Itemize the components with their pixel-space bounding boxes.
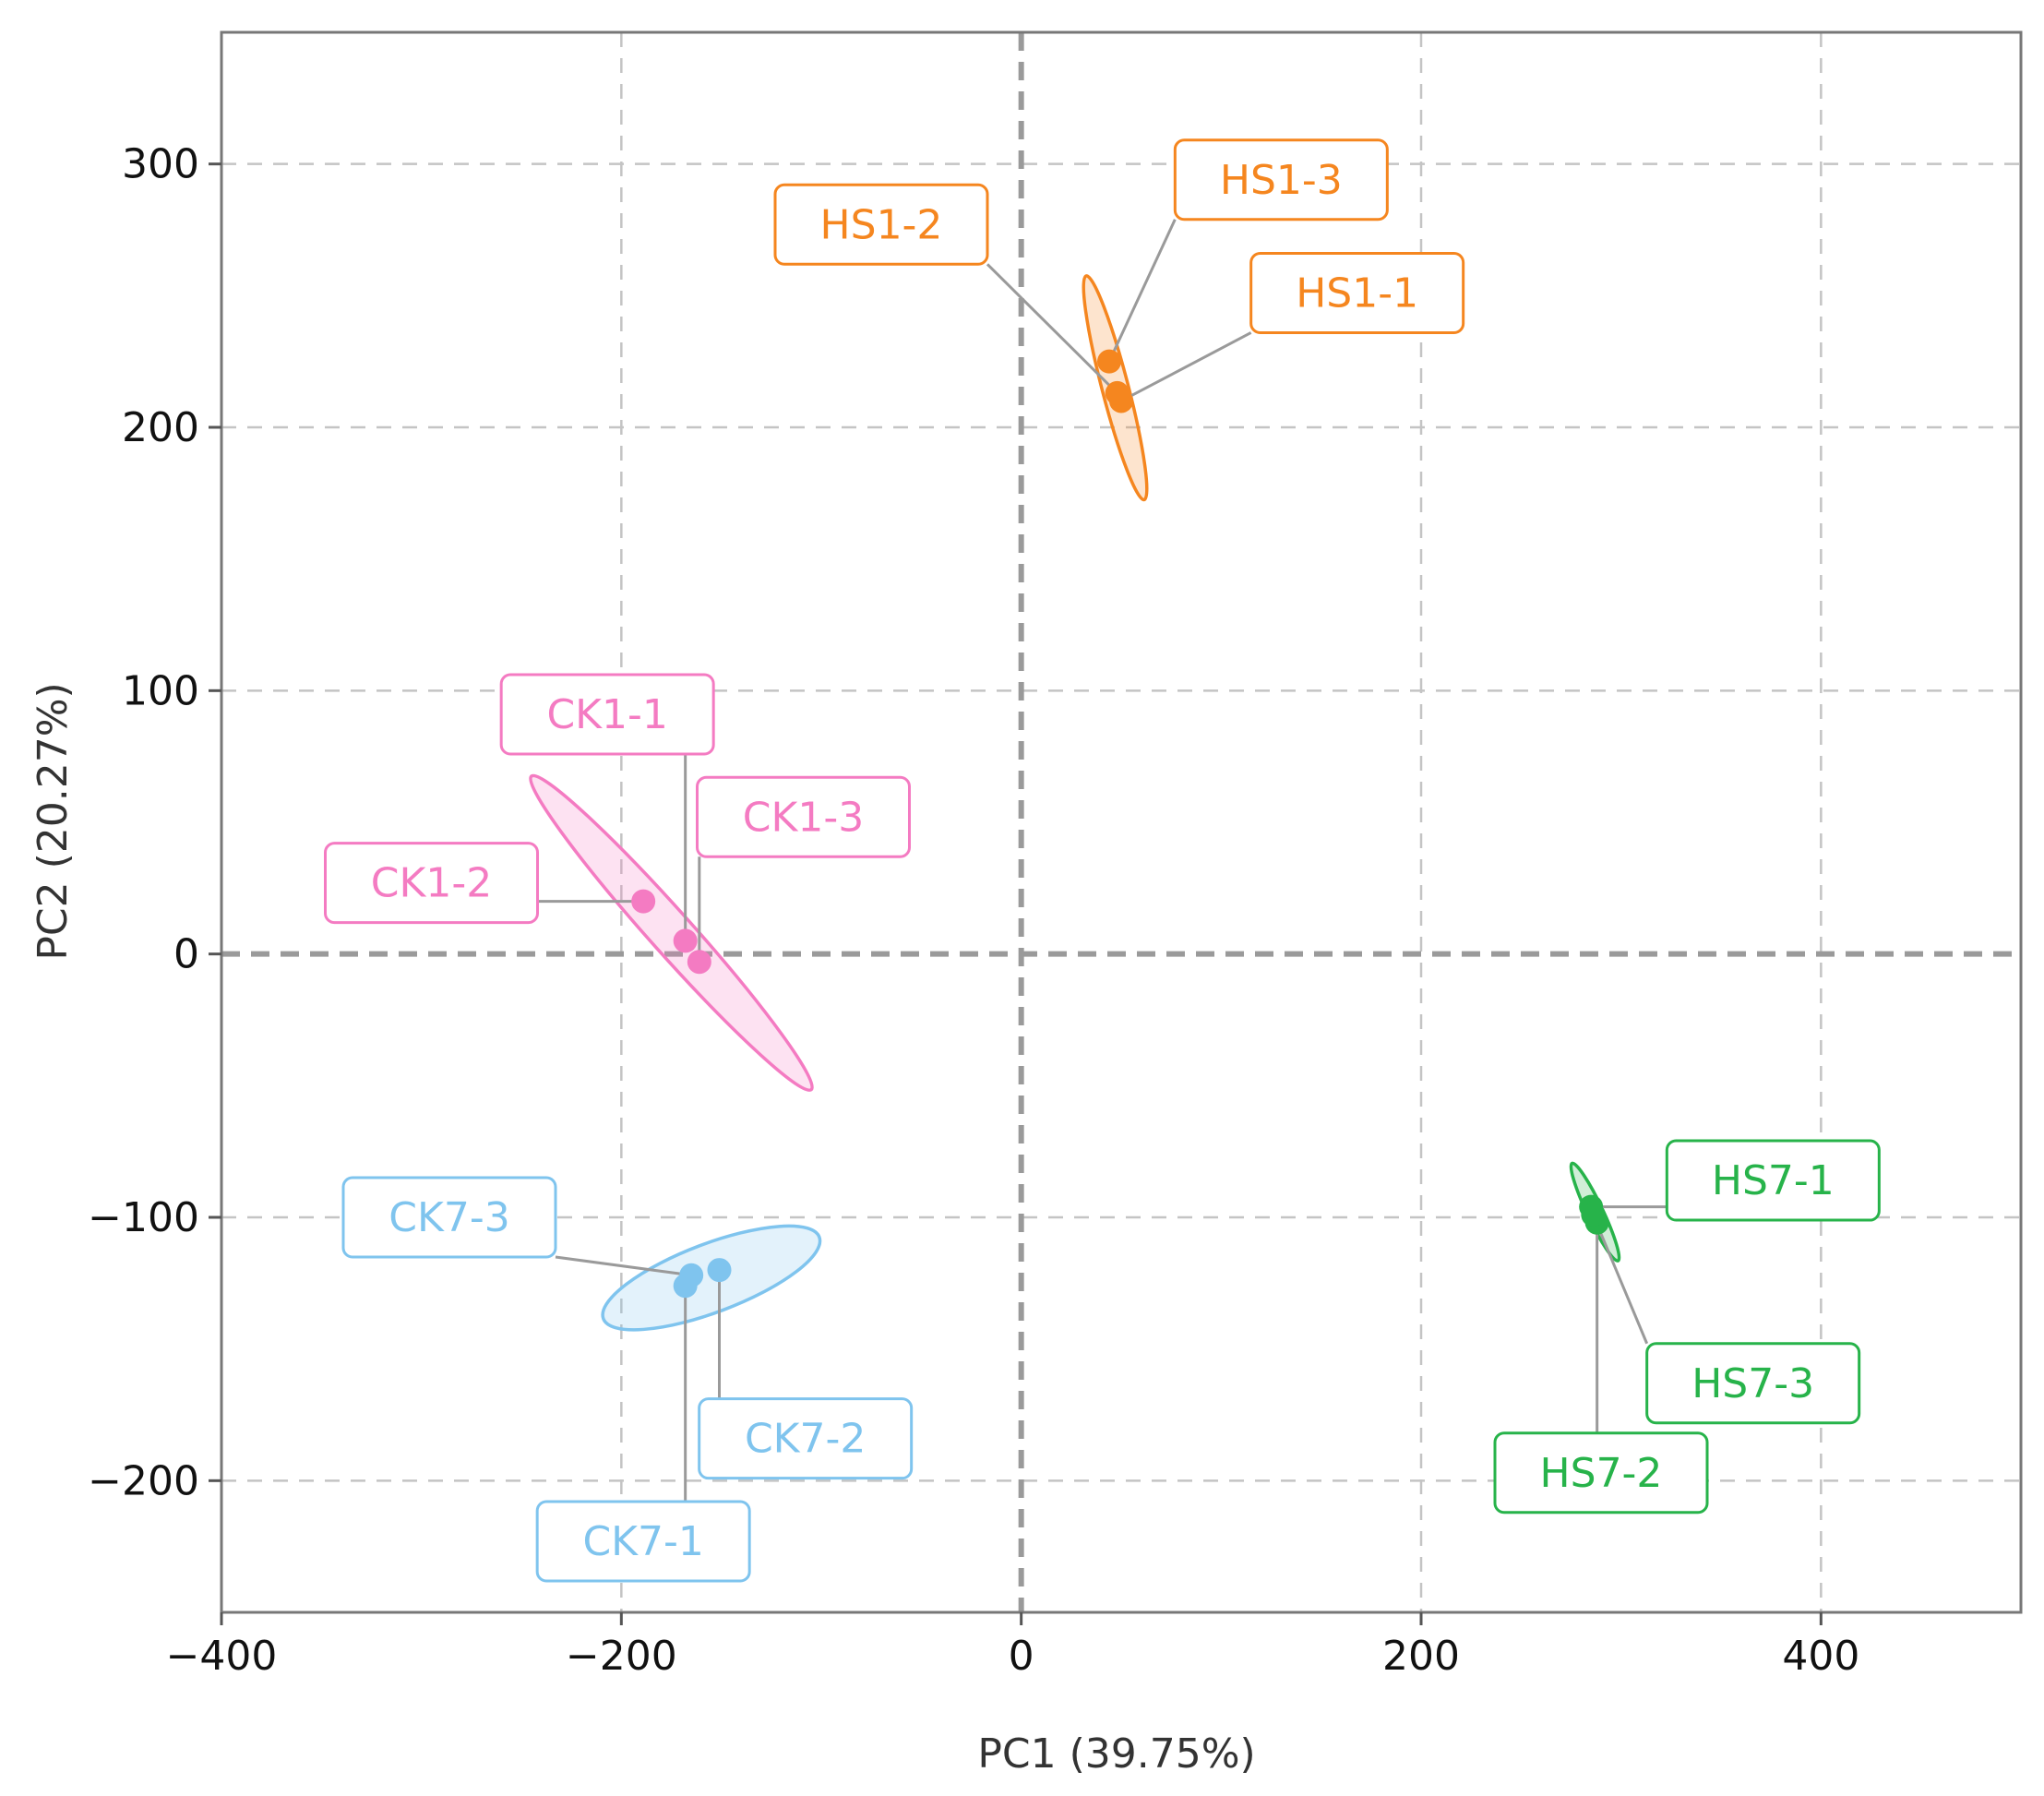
point-label: CK1-3 — [743, 794, 864, 841]
plot-frame — [220, 30, 2023, 1614]
point-label: CK7-2 — [745, 1416, 866, 1463]
zero-lines — [221, 32, 2021, 1612]
point-label: CK7-1 — [582, 1518, 703, 1565]
point-label: CK1-1 — [546, 691, 667, 738]
x-tick-label: 200 — [1382, 1633, 1460, 1680]
x-tick-label: 400 — [1782, 1633, 1859, 1680]
point-label-box — [341, 1176, 557, 1259]
point-label-box — [773, 183, 989, 266]
leader-line — [986, 263, 1118, 394]
data-point — [707, 1258, 732, 1283]
point-label-box — [1493, 1431, 1709, 1515]
leader-line — [1591, 1214, 1649, 1345]
point-label: HS7-2 — [1540, 1450, 1663, 1497]
y-tick-label: 100 — [122, 667, 199, 714]
leader-line — [1120, 331, 1252, 402]
data-point — [687, 950, 711, 975]
axis-ticks: −400 −200 0 200 400 −200 −100 0 100 200 300 — [88, 141, 1859, 1680]
point-label: HS7-3 — [1691, 1360, 1814, 1407]
point-label: HS7-1 — [1712, 1157, 1835, 1204]
data-point — [679, 1263, 704, 1287]
point-label-box — [1249, 251, 1465, 334]
x-tick-label: 0 — [1009, 1633, 1034, 1680]
point-label-box — [1665, 1139, 1881, 1222]
point-label: HS1-2 — [820, 201, 943, 248]
x-tick-label: −400 — [166, 1633, 278, 1680]
leader-line — [1107, 219, 1177, 363]
point-label: HS1-1 — [1296, 269, 1418, 317]
data-point — [1581, 1203, 1606, 1227]
x-tick-label: −200 — [566, 1633, 677, 1680]
point-label-box — [698, 1397, 914, 1480]
point-labels: HS1-1 HS1-2 HS1-3 CK1-1 CK1-2 CK1-3 CK7-1 CK7-2… — [324, 138, 1881, 1583]
data-points — [631, 349, 1609, 1299]
y-tick-label: −200 — [88, 1457, 199, 1504]
point-label-box — [1173, 138, 1389, 222]
x-axis-title: PC1 (39.75%) — [977, 1730, 1255, 1778]
confidence-ellipses — [529, 274, 1621, 1332]
point-label-box — [1645, 1342, 1861, 1425]
data-point — [1097, 349, 1121, 374]
data-point — [631, 889, 656, 914]
point-label-box — [324, 842, 539, 925]
data-point — [1105, 380, 1130, 405]
point-label: CK1-2 — [371, 860, 492, 907]
y-tick-label: −100 — [88, 1194, 199, 1241]
y-tick-label: 300 — [122, 141, 199, 188]
point-label-box — [696, 775, 911, 858]
point-label-box — [499, 673, 715, 756]
y-tick-label: 200 — [122, 404, 199, 451]
leader-lines — [537, 219, 1667, 1502]
y-tick-label: 0 — [173, 931, 199, 978]
y-axis-title: PC2 (20.27%) — [30, 682, 77, 960]
data-point — [673, 928, 698, 953]
point-label-box — [535, 1500, 751, 1583]
leader-line — [555, 1255, 692, 1277]
point-label: HS1-3 — [1220, 157, 1343, 204]
point-label: CK7-3 — [388, 1194, 509, 1241]
confidence-ellipse — [529, 773, 814, 1093]
